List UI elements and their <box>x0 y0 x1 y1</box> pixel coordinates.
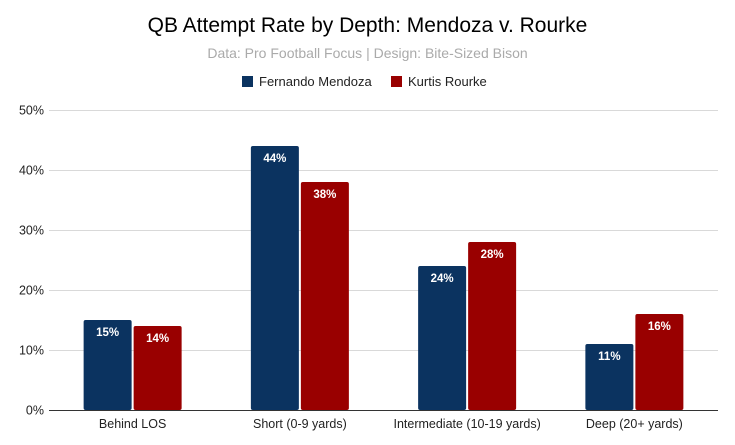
y-axis-ticks: 0% 10% 20% 30% 40% 50% <box>19 104 44 418</box>
data-label-kurtis-rourke-deep-20-yards: 16% <box>648 321 671 333</box>
y-tick-label: 30% <box>19 224 44 238</box>
bar-fernando-mendoza-short-0-9-yards <box>250 146 299 410</box>
y-tick-label: 40% <box>19 164 44 178</box>
x-category-label: Intermediate (10-19 yards) <box>393 417 540 431</box>
x-category-label: Behind LOS <box>99 417 166 431</box>
y-tick-label: 50% <box>19 104 44 118</box>
bar-kurtis-rourke-short-0-9-yards <box>300 182 349 410</box>
bars <box>83 146 684 410</box>
x-category-label: Deep (20+ yards) <box>586 417 683 431</box>
data-label-fernando-mendoza-deep-20-yards: 11% <box>598 351 620 363</box>
y-tick-label: 10% <box>19 344 44 358</box>
bar-fernando-mendoza-intermediate-10-19-yards <box>418 266 467 410</box>
legend-label-kurtis-rourke: Kurtis Rourke <box>408 74 487 89</box>
data-label-kurtis-rourke-intermediate-10-19-yards: 28% <box>481 249 504 261</box>
data-label-kurtis-rourke-behind-los: 14% <box>146 333 169 345</box>
legend-label-fernando-mendoza: Fernando Mendoza <box>259 74 373 89</box>
legend-swatch-fernando-mendoza <box>242 76 253 87</box>
data-label-kurtis-rourke-short-0-9-yards: 38% <box>313 189 336 201</box>
data-label-fernando-mendoza-intermediate-10-19-yards: 24% <box>431 273 454 285</box>
data-label-fernando-mendoza-behind-los: 15% <box>96 327 119 339</box>
legend-swatch-kurtis-rourke <box>391 76 402 87</box>
y-tick-label: 20% <box>19 284 44 298</box>
chart-title: QB Attempt Rate by Depth: Mendoza v. Rou… <box>148 14 588 37</box>
legend: Fernando Mendoza Kurtis Rourke <box>242 74 487 89</box>
bar-kurtis-rourke-behind-los <box>133 326 182 410</box>
bar-kurtis-rourke-deep-20-yards <box>635 314 684 410</box>
bar-kurtis-rourke-intermediate-10-19-yards <box>468 242 517 410</box>
data-label-fernando-mendoza-short-0-9-yards: 44% <box>263 153 286 165</box>
bar-fernando-mendoza-behind-los <box>83 320 132 410</box>
data-labels: 15% 14% 44% 38% 24% 28% 11% 16% <box>96 153 671 363</box>
y-tick-label: 0% <box>26 404 44 418</box>
x-category-label: Short (0-9 yards) <box>253 417 347 431</box>
chart-subtitle: Data: Pro Football Focus | Design: Bite-… <box>207 45 527 61</box>
bar-fernando-mendoza-deep-20-yards <box>585 344 634 410</box>
gridlines <box>49 110 718 351</box>
x-axis-categories: Behind LOS Short (0-9 yards) Intermediate … <box>99 417 683 431</box>
